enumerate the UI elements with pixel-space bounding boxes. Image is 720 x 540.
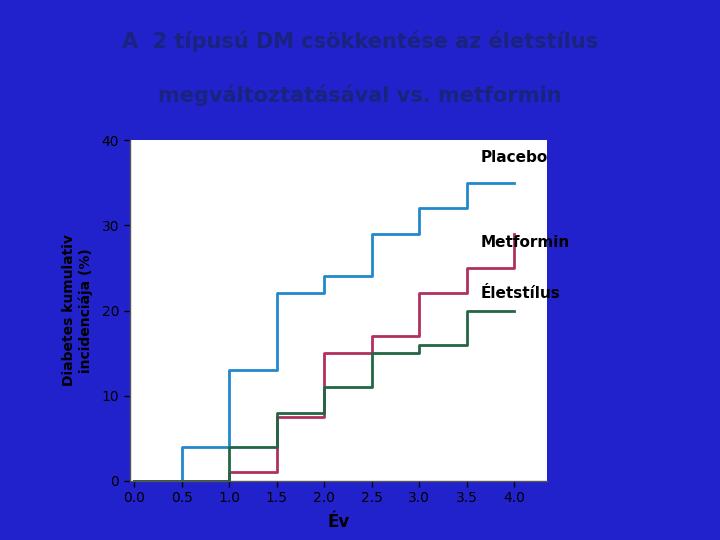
Text: A  2 típusú DM csökkentése az életstílus: A 2 típusú DM csökkentése az életstílus — [122, 30, 598, 52]
Text: Metformin: Metformin — [481, 235, 570, 250]
Text: Placebo: Placebo — [481, 150, 548, 165]
Y-axis label: Diabetes kumulativ
incidenciája (%): Diabetes kumulativ incidenciája (%) — [63, 234, 93, 387]
X-axis label: Év: Év — [328, 514, 349, 531]
Text: Életstílus: Életstílus — [481, 286, 560, 301]
Text: megváltoztatásával vs. metformin: megváltoztatásával vs. metformin — [158, 84, 562, 106]
